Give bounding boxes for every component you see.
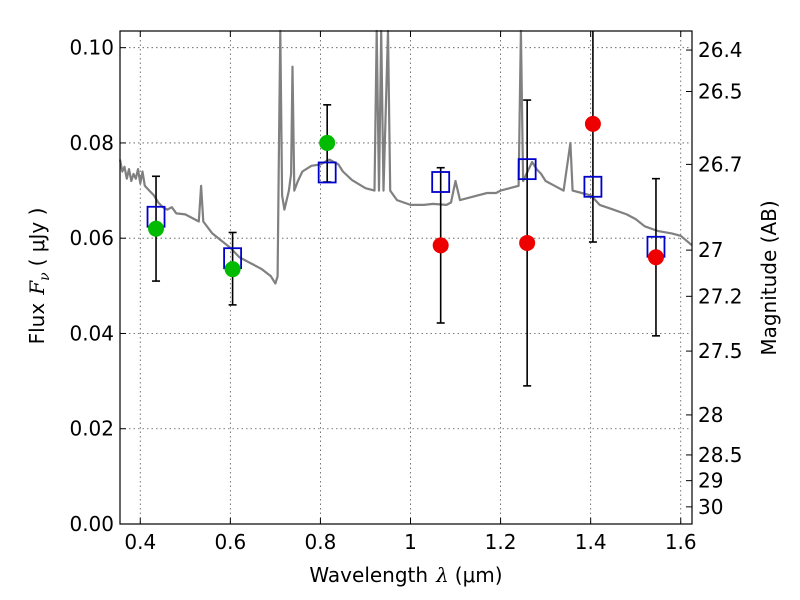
plot-frame <box>119 30 693 525</box>
y2-tick-label: 28 <box>698 403 723 427</box>
y2-tick-label: 27 <box>698 238 723 262</box>
model-flux-box <box>583 175 603 198</box>
y2-tick-label: 27.5 <box>698 339 743 363</box>
observed-point-green <box>148 220 165 237</box>
observed-point-green <box>319 134 336 151</box>
observed-point-red <box>432 237 449 254</box>
y2-tick-label: 26.5 <box>698 79 743 103</box>
y2-tick-label: 29 <box>698 469 723 493</box>
y-tick-label: 0.02 <box>69 417 114 441</box>
y2-tick-label: 26.7 <box>698 152 743 176</box>
grid-lines <box>120 31 692 524</box>
y-axis-label-subscript: ν <box>37 272 53 281</box>
axis-ticks: 0.4 0.6 0.8 1 1.2 1.4 1.6 0.00 0.02 0.04 0.06 0.08 0… <box>69 31 743 554</box>
observed-point-red <box>647 249 664 266</box>
y-tick-label: 0.04 <box>69 321 114 345</box>
x-tick-label: 1 <box>404 530 417 554</box>
x-axis-label-unit: (μm) <box>455 563 503 587</box>
observed-point-red <box>519 234 536 251</box>
x-axis-label-symbol: λ <box>435 563 449 587</box>
y-axis-label: Flux Fν ( μJy ) <box>25 208 53 345</box>
x-tick-label: 1.4 <box>575 530 607 554</box>
y-tick-label: 0.10 <box>69 36 114 60</box>
y-tick-label: 0.06 <box>69 226 114 250</box>
template-spectrum-line <box>118 29 693 285</box>
y2-tick-label: 28.5 <box>698 443 743 467</box>
template-spectrum <box>118 29 693 285</box>
observed-points <box>148 115 664 278</box>
x-tick-label: 1.6 <box>665 530 697 554</box>
model-flux-box <box>431 171 451 193</box>
x-axis-label: Wavelength λ (μm) <box>309 563 502 587</box>
y2-tick-label: 26.4 <box>698 38 743 62</box>
y-axis-label-text: Flux <box>25 303 49 345</box>
observed-point-green <box>224 261 241 278</box>
y-axis-label-unit: ( μJy ) <box>25 208 49 267</box>
x-tick-label: 0.8 <box>305 530 337 554</box>
x-tick-label: 1.2 <box>485 530 517 554</box>
x-axis-label-text: Wavelength <box>309 563 428 587</box>
y-axis-label-symbol: F <box>25 280 49 296</box>
error-bars <box>152 31 660 387</box>
model-flux-box <box>517 158 537 181</box>
x-tick-label: 0.6 <box>214 530 246 554</box>
y-tick-label: 0.08 <box>69 131 114 155</box>
y2-tick-label: 30 <box>698 495 723 519</box>
y2-tick-label: 27.2 <box>698 284 743 308</box>
y2-axis-label: Magnitude (AB) <box>757 200 781 355</box>
x-tick-label: 0.4 <box>124 530 156 554</box>
observed-point-red <box>584 115 601 132</box>
model-flux-boxes <box>146 158 666 270</box>
y-tick-label: 0.00 <box>69 512 114 536</box>
model-flux-box <box>317 161 337 184</box>
